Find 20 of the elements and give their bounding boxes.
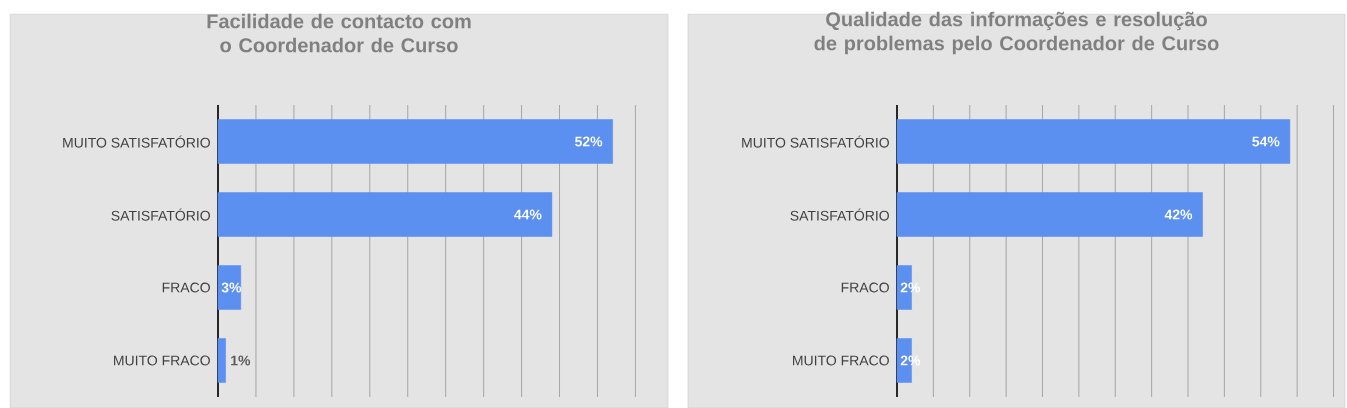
- data-label: 52%: [575, 136, 603, 147]
- data-label: 1%: [231, 355, 251, 366]
- data-label: 42%: [1164, 209, 1193, 220]
- y-tick-label: FRACO: [841, 282, 889, 293]
- y-tick-label: MUITO FRACO: [793, 355, 889, 366]
- y-tick-label: MUITO FRACO: [114, 355, 210, 366]
- y-tick-label: SATISFATÓRIO: [111, 208, 210, 221]
- y-tick-label: MUITO SATISFATÓRIO: [63, 135, 210, 148]
- bar: [217, 265, 242, 310]
- chart-title: Qualidade das informações e resolução de problemas pelo Coordenador de Curso: [814, 11, 1219, 55]
- chart-title: Facilidade de contacto com o Coordenador de Curso: [207, 13, 471, 53]
- data-label: 3%: [221, 282, 242, 293]
- data-label: 54%: [1252, 136, 1280, 147]
- y-tick-label: SATISFATÓRIO: [790, 208, 889, 221]
- bar: [217, 192, 553, 237]
- data-label: 44%: [514, 209, 542, 220]
- bar: [217, 119, 613, 164]
- y-tick-label: MUITO SATISFATÓRIO: [742, 135, 889, 148]
- bar: [217, 338, 226, 383]
- y-tick-label: FRACO: [162, 282, 210, 293]
